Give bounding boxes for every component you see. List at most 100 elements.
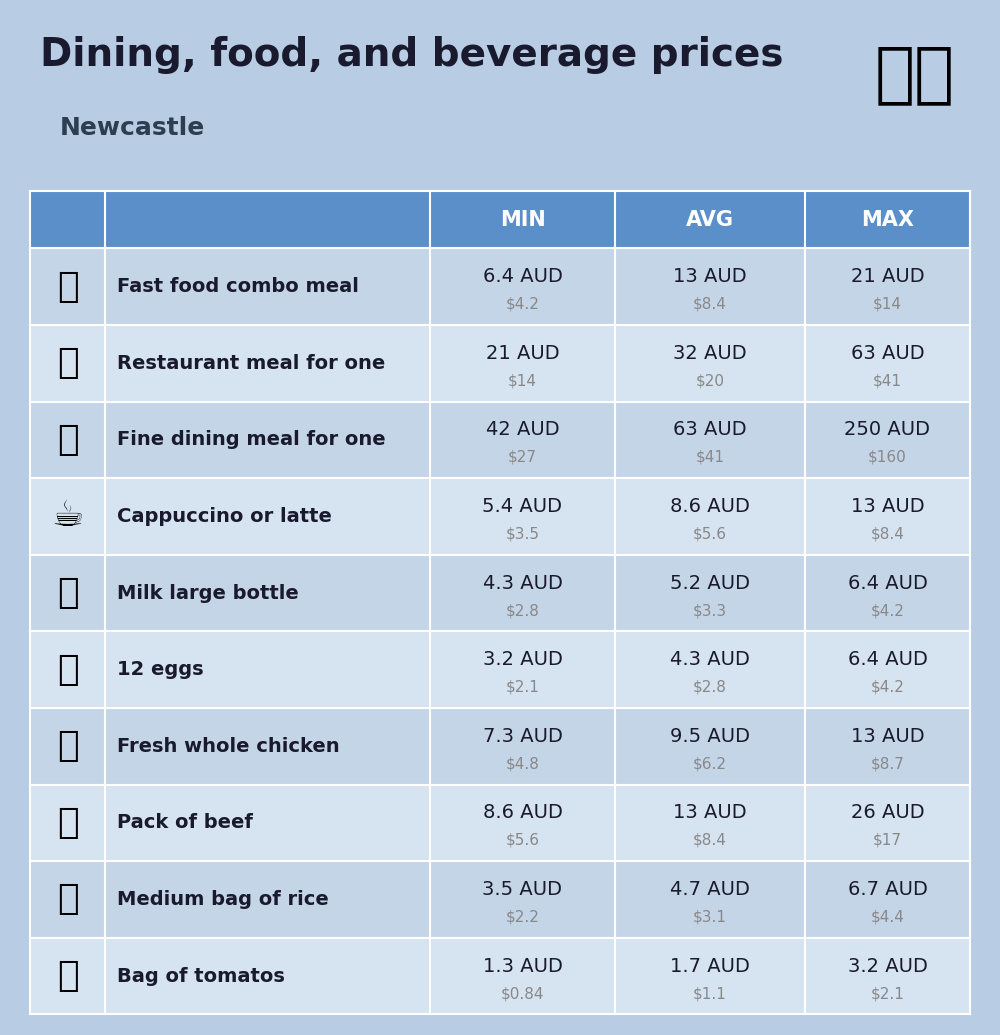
Text: 21 AUD: 21 AUD xyxy=(851,267,924,287)
Text: 1.3 AUD: 1.3 AUD xyxy=(483,956,562,976)
Text: Cappuccino or latte: Cappuccino or latte xyxy=(117,507,332,526)
Text: $3.3: $3.3 xyxy=(693,603,727,618)
Text: $41: $41 xyxy=(696,450,724,465)
Text: 8.6 AUD: 8.6 AUD xyxy=(483,803,562,823)
Text: 42 AUD: 42 AUD xyxy=(486,420,559,440)
Text: Newcastle: Newcastle xyxy=(60,116,205,140)
Text: 63 AUD: 63 AUD xyxy=(851,344,924,363)
Text: $5.6: $5.6 xyxy=(693,527,727,541)
Text: 🥩: 🥩 xyxy=(57,806,78,839)
FancyBboxPatch shape xyxy=(30,708,970,785)
Text: $3.1: $3.1 xyxy=(693,910,727,924)
Text: 21 AUD: 21 AUD xyxy=(486,344,559,363)
Text: 🍚: 🍚 xyxy=(57,883,78,916)
Text: $4.2: $4.2 xyxy=(871,680,904,694)
Text: $4.4: $4.4 xyxy=(871,910,904,924)
Text: 6.4 AUD: 6.4 AUD xyxy=(848,573,927,593)
Text: 13 AUD: 13 AUD xyxy=(851,727,924,746)
Text: 4.7 AUD: 4.7 AUD xyxy=(670,880,750,899)
Text: Dining, food, and beverage prices: Dining, food, and beverage prices xyxy=(40,36,784,75)
Text: 7.3 AUD: 7.3 AUD xyxy=(483,727,562,746)
FancyBboxPatch shape xyxy=(30,402,970,478)
Text: $4.2: $4.2 xyxy=(871,603,904,618)
Text: $8.4: $8.4 xyxy=(693,833,727,848)
Text: $8.7: $8.7 xyxy=(871,757,904,771)
Text: $2.1: $2.1 xyxy=(871,986,904,1001)
Text: 🍳: 🍳 xyxy=(57,347,78,380)
FancyBboxPatch shape xyxy=(30,938,970,1014)
Text: 5.2 AUD: 5.2 AUD xyxy=(670,573,750,593)
Text: 13 AUD: 13 AUD xyxy=(851,497,924,516)
Text: $27: $27 xyxy=(508,450,537,465)
Text: Fresh whole chicken: Fresh whole chicken xyxy=(117,737,340,756)
Text: 250 AUD: 250 AUD xyxy=(844,420,930,440)
Text: 3.5 AUD: 3.5 AUD xyxy=(482,880,562,899)
Text: 13 AUD: 13 AUD xyxy=(673,803,747,823)
Text: 9.5 AUD: 9.5 AUD xyxy=(670,727,750,746)
Text: $41: $41 xyxy=(873,374,902,388)
Text: Pack of beef: Pack of beef xyxy=(117,814,253,832)
Text: 6.4 AUD: 6.4 AUD xyxy=(848,650,927,670)
Text: $2.1: $2.1 xyxy=(506,680,539,694)
Text: 13 AUD: 13 AUD xyxy=(673,267,747,287)
Text: $0.84: $0.84 xyxy=(501,986,544,1001)
Text: AVG: AVG xyxy=(686,210,734,230)
Text: $6.2: $6.2 xyxy=(693,757,727,771)
Text: Medium bag of rice: Medium bag of rice xyxy=(117,890,329,909)
FancyBboxPatch shape xyxy=(30,191,430,248)
Text: 8.6 AUD: 8.6 AUD xyxy=(670,497,750,516)
Text: $160: $160 xyxy=(868,450,907,465)
Text: $17: $17 xyxy=(873,833,902,848)
Text: Bag of tomatos: Bag of tomatos xyxy=(117,967,285,985)
Text: 🍽: 🍽 xyxy=(57,423,78,456)
Text: $8.4: $8.4 xyxy=(693,297,727,312)
Text: 1.7 AUD: 1.7 AUD xyxy=(670,956,750,976)
FancyBboxPatch shape xyxy=(30,555,970,631)
Text: $5.6: $5.6 xyxy=(506,833,540,848)
Text: 🍅: 🍅 xyxy=(57,959,78,993)
Text: 3.2 AUD: 3.2 AUD xyxy=(483,650,562,670)
Text: MIN: MIN xyxy=(500,210,545,230)
Text: 🍗: 🍗 xyxy=(57,730,78,763)
Text: $20: $20 xyxy=(696,374,724,388)
FancyBboxPatch shape xyxy=(805,191,970,248)
Text: 3.2 AUD: 3.2 AUD xyxy=(848,956,927,976)
Text: Fast food combo meal: Fast food combo meal xyxy=(117,277,359,296)
Text: 🍔: 🍔 xyxy=(57,270,78,303)
Text: 5.4 AUD: 5.4 AUD xyxy=(482,497,562,516)
Text: $8.4: $8.4 xyxy=(871,527,904,541)
Text: 4.3 AUD: 4.3 AUD xyxy=(670,650,750,670)
FancyBboxPatch shape xyxy=(30,325,970,402)
Text: 12 eggs: 12 eggs xyxy=(117,660,204,679)
Text: $3.5: $3.5 xyxy=(506,527,540,541)
Text: Restaurant meal for one: Restaurant meal for one xyxy=(117,354,385,373)
Text: $2.2: $2.2 xyxy=(506,910,539,924)
Text: 4.3 AUD: 4.3 AUD xyxy=(483,573,562,593)
Text: $1.1: $1.1 xyxy=(693,986,727,1001)
Text: 🇦🇺: 🇦🇺 xyxy=(875,41,955,108)
Text: ☕: ☕ xyxy=(51,500,84,533)
Text: $2.8: $2.8 xyxy=(506,603,539,618)
Text: $2.8: $2.8 xyxy=(693,680,727,694)
Text: $4.2: $4.2 xyxy=(506,297,539,312)
FancyBboxPatch shape xyxy=(30,861,970,938)
FancyBboxPatch shape xyxy=(430,191,615,248)
Text: 63 AUD: 63 AUD xyxy=(673,420,747,440)
FancyBboxPatch shape xyxy=(615,191,805,248)
FancyBboxPatch shape xyxy=(30,248,970,325)
Text: $14: $14 xyxy=(508,374,537,388)
Text: 🥚: 🥚 xyxy=(57,653,78,686)
FancyBboxPatch shape xyxy=(30,785,970,861)
Text: MAX: MAX xyxy=(861,210,914,230)
Text: $14: $14 xyxy=(873,297,902,312)
Text: Milk large bottle: Milk large bottle xyxy=(117,584,299,602)
Text: 32 AUD: 32 AUD xyxy=(673,344,747,363)
Text: 6.7 AUD: 6.7 AUD xyxy=(848,880,927,899)
Text: Fine dining meal for one: Fine dining meal for one xyxy=(117,431,386,449)
Text: 6.4 AUD: 6.4 AUD xyxy=(483,267,562,287)
FancyBboxPatch shape xyxy=(30,631,970,708)
Text: 🥛: 🥛 xyxy=(57,576,78,610)
Text: $4.8: $4.8 xyxy=(506,757,539,771)
FancyBboxPatch shape xyxy=(30,478,970,555)
Text: 26 AUD: 26 AUD xyxy=(851,803,924,823)
